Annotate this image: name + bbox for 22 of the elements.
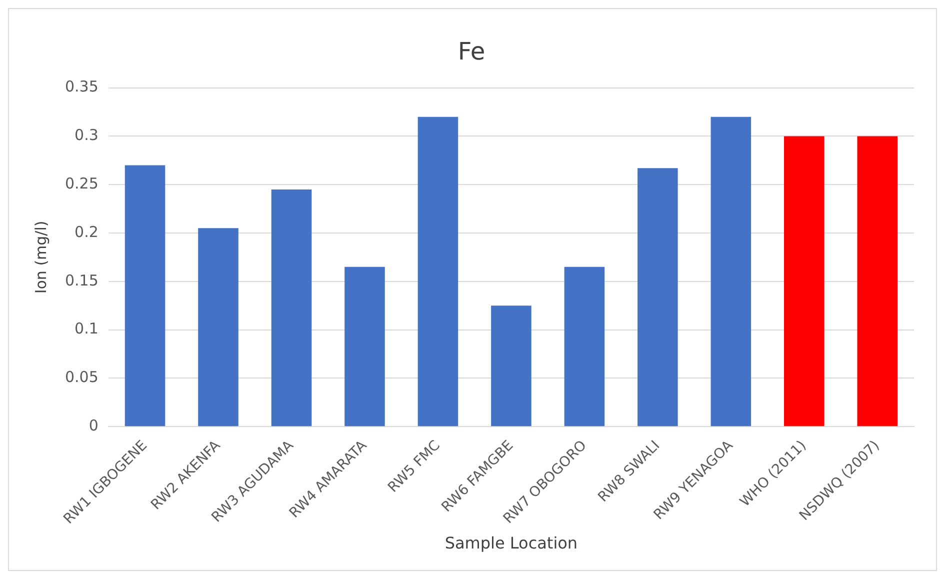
- y-tick-label: 0.3: [74, 126, 98, 144]
- bar: [491, 306, 532, 426]
- y-tick-label: 0.35: [64, 78, 98, 96]
- y-tick-label: 0: [88, 416, 98, 435]
- bar: [124, 165, 166, 426]
- bar: [271, 189, 312, 426]
- bar: [710, 116, 752, 426]
- bar: [857, 136, 898, 426]
- y-tick-label: 0.25: [64, 174, 98, 192]
- bar: [418, 116, 458, 426]
- bar: [784, 136, 824, 426]
- y-tick-label: 0.2: [74, 222, 98, 241]
- x-axis-title: Sample Location: [444, 534, 578, 553]
- bar: [344, 266, 385, 426]
- chart-title: Fe: [458, 38, 486, 66]
- bar: [564, 266, 605, 426]
- bar: [198, 228, 238, 426]
- bar: [638, 168, 678, 426]
- y-tick-label: 0.1: [74, 320, 98, 338]
- y-tick-label: 0.15: [64, 271, 98, 290]
- y-axis-title: Ion (mg/l): [32, 220, 50, 294]
- y-tick-label: 0.05: [64, 368, 98, 386]
